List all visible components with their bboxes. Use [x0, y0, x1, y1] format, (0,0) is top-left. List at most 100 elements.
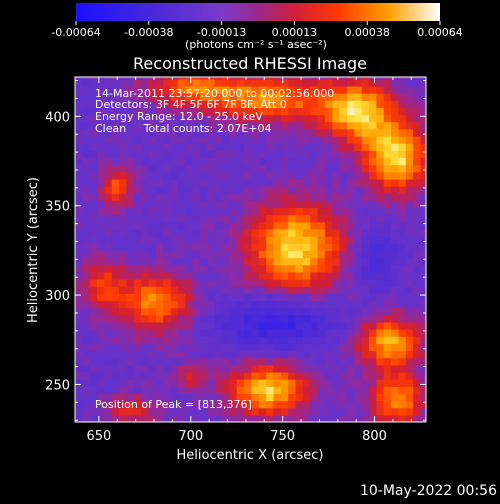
heatmap-cell [89, 236, 98, 244]
heatmap-cell [244, 150, 253, 159]
heatmap-cell [163, 307, 172, 316]
heatmap-cell [295, 321, 304, 330]
heatmap-cell [266, 286, 275, 294]
heatmap-cell [405, 271, 414, 280]
heatmap-cell [324, 400, 333, 409]
heatmap-cell [207, 343, 216, 352]
heatmap-cell [126, 128, 135, 137]
heatmap-cell [155, 228, 164, 237]
heatmap-cell [177, 379, 186, 387]
heatmap-cell [244, 407, 253, 416]
heatmap-cell [148, 178, 157, 187]
heatmap-cell [317, 100, 326, 108]
heatmap-cell [141, 228, 150, 237]
heatmap-cell [185, 128, 194, 137]
heatmap-cell [339, 228, 348, 237]
heatmap-cell [413, 250, 422, 259]
heatmap-cell [170, 121, 179, 130]
heatmap-cell [236, 93, 245, 101]
heatmap-cell [170, 407, 179, 416]
heatmap-cell [405, 357, 414, 366]
heatmap-cell [405, 143, 414, 151]
heatmap-cell [310, 93, 319, 101]
heatmap-cell [369, 193, 377, 201]
heatmap-cell [163, 193, 172, 201]
heatmap-cell [133, 228, 142, 237]
heatmap-cell [273, 193, 282, 201]
heatmap-cell [361, 400, 370, 409]
heatmap-cell [317, 414, 326, 422]
heatmap-cell [244, 336, 253, 344]
heatmap-cell [75, 228, 83, 237]
heatmap-cell [126, 228, 135, 237]
heatmap-cell [324, 114, 333, 123]
heatmap-cell [104, 207, 113, 216]
heatmap-cell [236, 321, 245, 330]
heatmap-cell [324, 321, 333, 330]
heatmap-cell [155, 107, 164, 116]
heatmap-cell [266, 300, 275, 309]
heatmap-cell [133, 114, 142, 123]
heatmap-cell [97, 77, 105, 80]
heatmap-cell [222, 214, 230, 223]
heatmap-cell [332, 135, 341, 144]
heatmap-cell [222, 243, 230, 251]
heatmap-cell [295, 85, 304, 94]
heatmap-cell [295, 400, 304, 409]
heatmap-cell [383, 85, 392, 94]
heatmap-cell [244, 243, 253, 251]
heatmap-cell [244, 100, 253, 108]
heatmap-cell [288, 164, 297, 173]
heatmap-cell [391, 186, 400, 194]
heatmap-cell [192, 343, 201, 352]
heatmap-cell [222, 321, 230, 330]
heatmap-cell [185, 135, 194, 144]
heatmap-cell [332, 336, 341, 344]
heatmap-cell [398, 357, 407, 366]
heatmap-cell [354, 336, 363, 344]
heatmap-cell [369, 100, 377, 108]
heatmap-cell [354, 228, 363, 237]
heatmap-cell [141, 100, 150, 108]
heatmap-cell [310, 228, 319, 237]
heatmap-cell [214, 228, 223, 237]
heatmap-cell [170, 193, 179, 201]
heatmap-cell [119, 128, 128, 137]
heatmap-cell [214, 286, 223, 294]
heatmap-cell [310, 257, 319, 266]
heatmap-cell [229, 357, 238, 366]
heatmap-cell [148, 100, 157, 108]
heatmap-cell [413, 164, 422, 173]
heatmap-cell [82, 314, 91, 323]
heatmap-cell [273, 93, 282, 101]
heatmap-cell [354, 107, 363, 116]
heatmap-cells [75, 77, 426, 422]
heatmap-cell [317, 193, 326, 201]
heatmap-cell [199, 286, 208, 294]
heatmap-cell [295, 114, 304, 123]
heatmap-cell [75, 407, 83, 416]
heatmap-cell [177, 357, 186, 366]
heatmap-cell [222, 114, 230, 123]
heatmap-cell [310, 164, 319, 173]
heatmap-cell [119, 135, 128, 144]
heatmap-cell [369, 278, 377, 287]
heatmap-cell [346, 357, 355, 366]
heatmap-cell [324, 264, 333, 273]
heatmap-cell [126, 364, 135, 373]
heatmap-cell [383, 128, 392, 137]
heatmap-cell [405, 128, 414, 137]
plot-frame [74, 76, 427, 423]
heatmap-cell [222, 257, 230, 266]
heatmap-cell [273, 164, 282, 173]
x-tick-label: 750 [270, 429, 295, 444]
heatmap-cell [185, 77, 194, 80]
heatmap-cell [119, 350, 128, 359]
heatmap-cell [273, 314, 282, 323]
heatmap-cell [332, 314, 341, 323]
heatmap-cell [185, 314, 194, 323]
heatmap-cell [280, 236, 289, 244]
heatmap-cell [324, 357, 333, 366]
heatmap-cell [376, 78, 385, 87]
heatmap-cell [155, 371, 164, 380]
